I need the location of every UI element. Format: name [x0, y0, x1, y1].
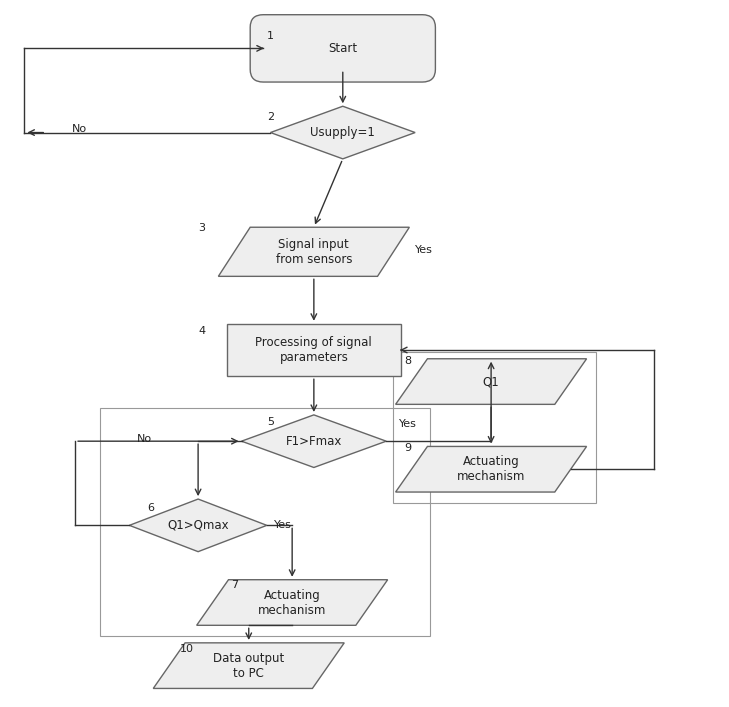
Text: Yes: Yes [399, 419, 417, 428]
Polygon shape [270, 106, 415, 159]
Polygon shape [129, 499, 267, 551]
Text: 2: 2 [267, 112, 274, 122]
Text: 1: 1 [267, 31, 274, 41]
Text: 7: 7 [230, 580, 238, 590]
Polygon shape [197, 580, 388, 625]
Text: Usupply=1: Usupply=1 [311, 126, 375, 139]
Text: 4: 4 [198, 326, 206, 336]
Polygon shape [396, 446, 587, 492]
Text: Yes: Yes [415, 245, 433, 255]
Text: Yes: Yes [274, 520, 292, 530]
Text: Processing of signal
parameters: Processing of signal parameters [255, 336, 373, 364]
Text: 10: 10 [180, 643, 194, 654]
Polygon shape [219, 227, 410, 276]
Polygon shape [153, 643, 344, 689]
Text: Actuating
mechanism: Actuating mechanism [457, 455, 526, 484]
FancyBboxPatch shape [250, 15, 435, 82]
Text: 9: 9 [405, 443, 411, 453]
Text: No: No [136, 434, 152, 444]
Text: Q1>Qmax: Q1>Qmax [167, 519, 229, 532]
Text: F1>Fmax: F1>Fmax [286, 435, 342, 448]
Text: Data output
to PC: Data output to PC [213, 652, 284, 679]
Polygon shape [241, 415, 386, 467]
Text: Q1: Q1 [483, 375, 499, 388]
Text: 8: 8 [405, 356, 411, 366]
Bar [227, 324, 401, 376]
Bar [394, 352, 596, 503]
Text: Signal input
from sensors: Signal input from sensors [276, 238, 352, 266]
Text: 6: 6 [147, 503, 155, 513]
Text: 3: 3 [198, 223, 205, 233]
Polygon shape [396, 358, 587, 404]
Text: 5: 5 [267, 417, 274, 427]
Text: Start: Start [328, 42, 357, 55]
Text: Actuating
mechanism: Actuating mechanism [258, 588, 327, 617]
Text: No: No [71, 124, 87, 134]
Bar [101, 408, 429, 636]
